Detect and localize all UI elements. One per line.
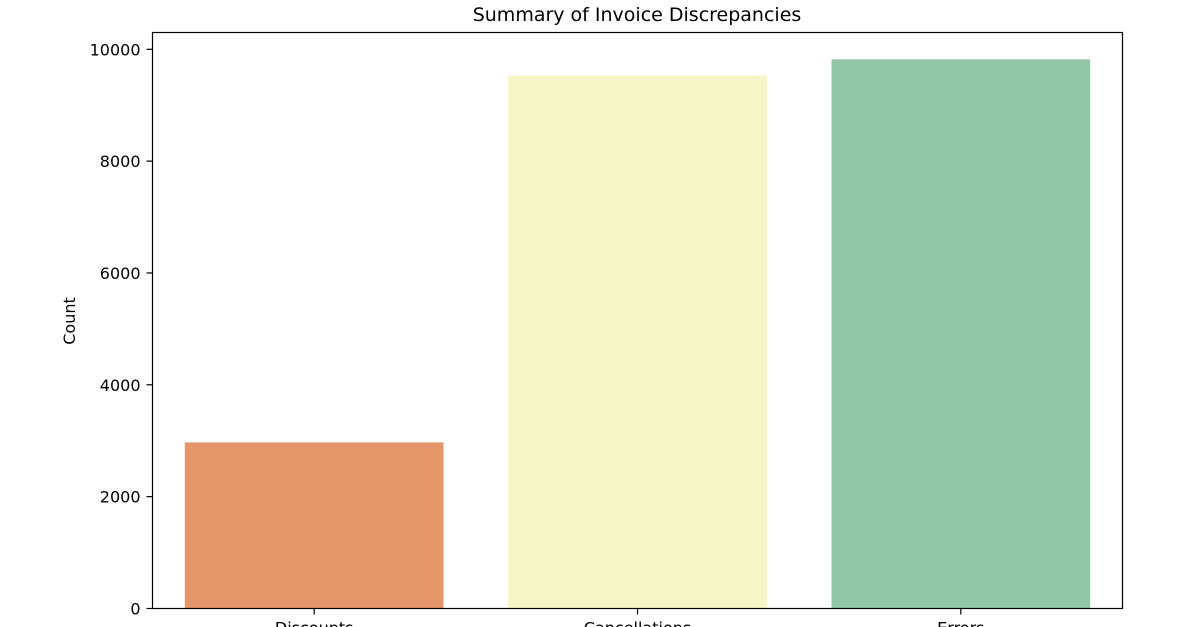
bar-errors — [831, 59, 1091, 609]
bar-cancellations — [508, 75, 767, 609]
x-tick-label-discounts: Discounts — [275, 619, 354, 627]
bars-group — [184, 59, 1091, 609]
y-tick-label-4000: 4000 — [100, 376, 141, 395]
y-axis-ticks: 0 2000 4000 6000 8000 10000 — [90, 40, 153, 619]
chart-title: Summary of Invoice Discrepancies — [473, 4, 802, 26]
x-tick-label-cancellations: Cancellations — [584, 619, 691, 627]
x-axis-ticks: Discounts Cancellations Errors — [275, 608, 985, 627]
y-tick-label-2000: 2000 — [100, 488, 141, 507]
bar-discounts — [184, 442, 444, 609]
y-axis-label: Count — [60, 297, 79, 345]
plot-frame — [151, 31, 1124, 610]
y-tick-label-10000: 10000 — [90, 40, 141, 59]
y-tick-label-6000: 6000 — [100, 264, 141, 283]
y-tick-label-0: 0 — [130, 600, 140, 619]
x-tick-label-errors: Errors — [937, 619, 984, 627]
y-tick-label-8000: 8000 — [100, 152, 141, 171]
